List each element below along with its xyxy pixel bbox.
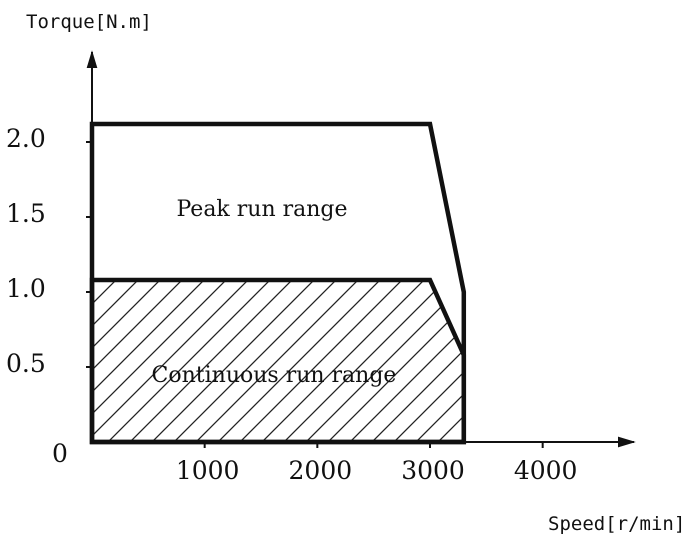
x-tick-label: 1000 bbox=[176, 456, 240, 485]
y-tick-label: 1.5 bbox=[6, 199, 46, 228]
continuous-run-region bbox=[89, 277, 467, 445]
continuous-region-label: Continuous run range bbox=[152, 363, 397, 388]
x-tick-label: 4000 bbox=[514, 456, 578, 485]
y-tick-label: 0.5 bbox=[6, 349, 46, 378]
y-tick-label: 1.0 bbox=[6, 274, 46, 303]
x-tick-label: 2000 bbox=[289, 456, 353, 485]
x-axis-title: Speed[r/min] bbox=[548, 513, 685, 535]
ticks-layer: 0.5 1.0 1.5 2.0 1000 2000 3000 4000 bbox=[6, 124, 577, 485]
origin-label: 0 bbox=[52, 439, 68, 468]
x-tick-label: 3000 bbox=[401, 456, 465, 485]
y-tick-label: 2.0 bbox=[6, 124, 46, 153]
peak-region-label: Peak run range bbox=[176, 197, 347, 222]
y-axis-title: Torque[N.m] bbox=[26, 11, 152, 33]
regions-layer bbox=[89, 121, 467, 445]
